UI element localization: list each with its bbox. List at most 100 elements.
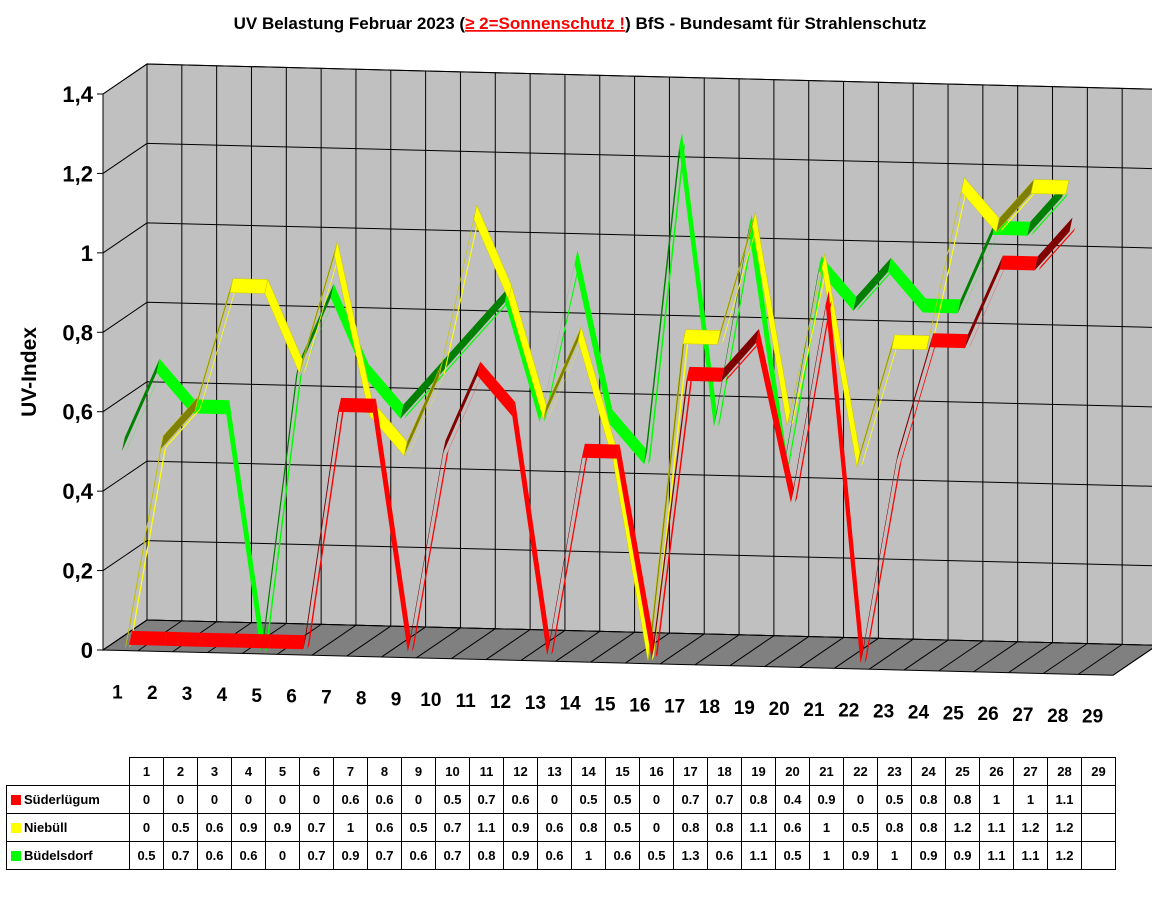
table-header-cell: 3 [197,757,232,786]
x-tick-label: 11 [456,691,477,712]
x-tick-label: 10 [420,690,441,711]
series-segment-edge [961,230,999,314]
series-segment [407,440,446,652]
series-segment [303,397,342,650]
x-tick-label: 4 [217,685,228,706]
table-cell: 1.1 [979,841,1014,870]
legend-label: Süderlügum [24,792,100,807]
series-segment [748,214,787,468]
series-segment [268,634,307,650]
table-cell: 0.6 [537,813,572,842]
series-segment [825,290,864,664]
y-tick-label: 0,2 [62,559,93,584]
chart-series [121,133,1076,664]
table-cell: 1.1 [1047,785,1082,814]
x-tick-label: 25 [943,703,965,724]
table-header-cell: 9 [401,757,436,786]
table-cell: 0 [129,813,164,842]
table-cell: 0.7 [435,813,470,842]
table-cell: 0.8 [911,813,946,842]
series-segment [644,133,683,465]
table-cell: 0.6 [367,813,402,842]
chart-gridlines [97,63,1152,676]
series-segment-edge [721,222,759,345]
floor-gridline [973,641,1018,673]
y-axis-label: UV-Index [18,327,41,417]
table-cell: 1 [333,813,368,842]
series-segment-edge [408,373,445,456]
table-cell: 1 [877,841,912,870]
series-segment [1034,217,1073,271]
series-segment [581,443,620,459]
series-segment [191,399,230,415]
data-table: 1 2 3 4 5 6 7 8 9 10 11 12 13 14 15 16 17 18 19 20 21 22 23 24 2… [6,757,1116,870]
table-cell: 0.8 [707,813,742,842]
series-segment [957,220,996,314]
table-row: Niebüll 0 0.5 0.6 0.9 0.9 0.7 1 0.6 0.5 0.7 1.1 0.9 0… [6,813,1116,842]
table-cell: 0.9 [503,813,538,842]
floor-gridline [659,633,705,665]
table-cell [1081,813,1116,842]
table-cell: 0.8 [673,813,708,842]
table-row-header: Niebüll [6,813,130,842]
series-segment [999,255,1038,271]
series-segment-edge [442,215,480,378]
table-header-cell: 22 [843,757,878,786]
series-segment [226,400,265,654]
table-cell: 1 [1013,785,1048,814]
series-segment [442,361,481,455]
table-row-header: Süderlügum [6,785,130,814]
series-segment [261,362,299,654]
series-segment [121,358,160,452]
table-cell: 0.6 [503,785,538,814]
series-segment [400,365,439,419]
table-cell: 0.9 [503,841,538,870]
y-tick-label: 0,4 [62,479,93,504]
y-tick-label: 0,8 [62,320,93,345]
gridline-horizontal [102,460,1152,492]
table-cell: 1 [571,841,606,870]
table-cell: 0.6 [197,841,232,870]
table-header-cell: 21 [809,757,844,786]
table-cell: 0.7 [469,785,504,814]
chart-walls [101,63,1152,676]
floor-gridline [1077,643,1123,675]
gridline-horizontal [102,381,1152,413]
series-segment-edge [307,407,345,650]
legend-swatch [11,795,21,805]
table-cell: 1.2 [1047,841,1082,870]
x-tick-label: 29 [1082,707,1103,728]
chart-title-highlight: ≥ 2=Sonnenschutz ! [465,14,625,33]
series-segment-edge [725,338,762,382]
table-cell [1081,785,1116,814]
table-cell: 0 [265,841,300,870]
y-tick-label: 0 [81,638,93,663]
series-segment-edge [969,265,1006,349]
table-header-cell: 23 [877,757,912,786]
x-tick-label: 3 [182,684,193,705]
table-cell: 0.6 [707,841,742,870]
series-segment [679,133,717,427]
x-tick-label: 16 [629,695,650,716]
series-segment [616,444,655,658]
floor-gridline [903,639,949,671]
series-segment [198,632,237,648]
table-header-cell: 12 [503,757,538,786]
table-cell: 0 [231,785,266,814]
table-cell: 0.8 [469,841,504,870]
series-segment-edge [551,453,588,656]
table-cell: 0.6 [537,841,572,870]
x-tick-label: 17 [664,696,685,717]
table-header-cell: 15 [605,757,640,786]
table-cell: 0.5 [435,785,470,814]
x-tick-label: 2 [147,683,158,704]
series-segment-edge [199,288,236,411]
floor-gridline [1112,648,1152,676]
series-segment [372,398,411,652]
table-cell: 0.5 [775,841,810,870]
series-segment-edge [787,266,825,468]
chart-axis-labels: 00,20,40,60,811,21,41 2 3 4 5 6 7 8 9 10 11 12 13 14 1… [62,82,1103,728]
table-cell: 0.5 [129,841,164,870]
y-tick-label: 1,2 [62,161,93,186]
table-cell: 0 [129,785,164,814]
